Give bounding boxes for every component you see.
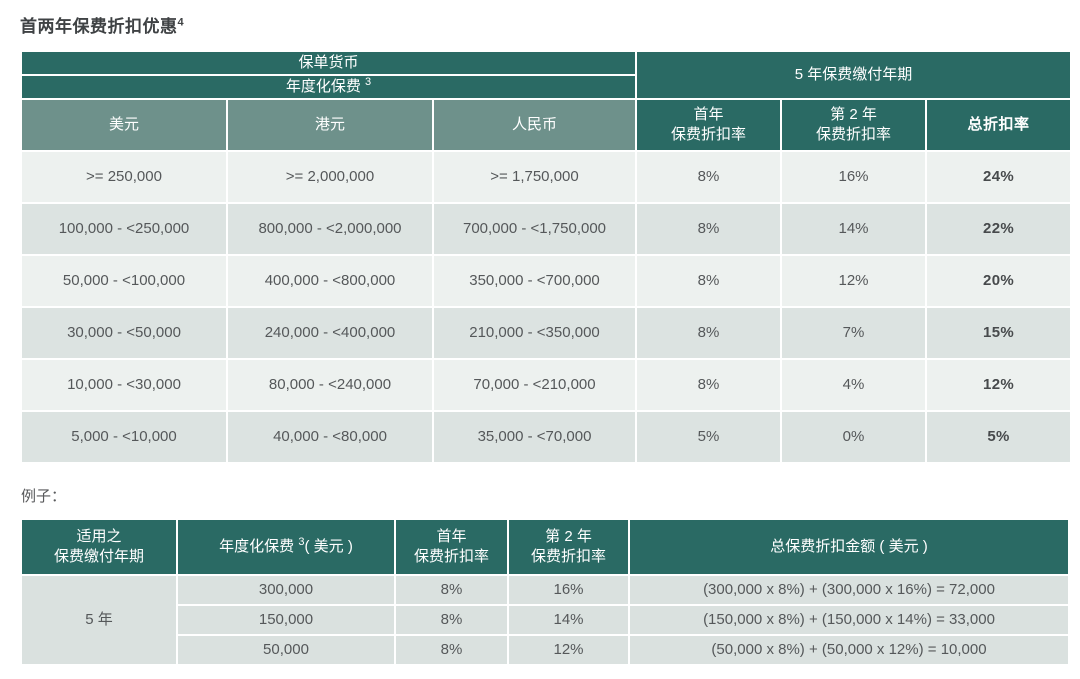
cell-hkd-range: 800,000 - <2,000,000 bbox=[228, 204, 432, 254]
page-title: 首两年保费折扣优惠4 bbox=[20, 12, 1064, 37]
cell-payment-term: 5 年 bbox=[22, 576, 176, 664]
cell-hkd-range: 80,000 - <240,000 bbox=[228, 360, 432, 410]
cell-usd-range: 100,000 - <250,000 bbox=[22, 204, 226, 254]
header-second-line1: 第 2 年 bbox=[545, 527, 592, 545]
example-table-row: 5 年 300,000 8% 16% (300,000 x 8%) + (300… bbox=[22, 576, 1068, 664]
cell-second-year-rate: 14% bbox=[509, 606, 628, 634]
header-annualized-premium: 年度化保费 3 bbox=[22, 76, 636, 98]
cell-formula: (150,000 x 8%) + (150,000 x 14%) = 33,00… bbox=[630, 606, 1068, 634]
cell-total-rate: 22% bbox=[927, 204, 1071, 254]
header-annualized-premium-usd: 年度化保费 3( 美元 ) bbox=[178, 520, 394, 574]
example-label: 例子： bbox=[21, 488, 67, 505]
header-policy-currency: 保单货币 bbox=[22, 52, 636, 74]
header-total-discount-amount: 总保费折扣金额 ( 美元 ) bbox=[630, 520, 1068, 574]
cell-first-year-rate: 8% bbox=[396, 576, 507, 604]
cell-rmb-range: 70,000 - <210,000 bbox=[434, 360, 636, 410]
discount-table-row: 100,000 - <250,000 800,000 - <2,000,000 … bbox=[22, 204, 1071, 254]
discount-table-row: >= 250,000 >= 2,000,000 >= 1,750,000 8% … bbox=[22, 152, 1071, 202]
header-first-year-line2: 保费折扣率 bbox=[671, 126, 747, 143]
cell-second-year-rate: 12% bbox=[509, 636, 628, 664]
cell-total-rate: 5% bbox=[927, 412, 1071, 462]
cell-total-rate: 20% bbox=[927, 256, 1071, 306]
example-table: 适用之保费缴付年期 年度化保费 3( 美元 ) 首年保费折扣率 第 2 年保费折… bbox=[20, 518, 1070, 666]
cell-second-year-rate: 16% bbox=[782, 152, 926, 202]
discount-table-row: 50,000 - <100,000 400,000 - <800,000 350… bbox=[22, 256, 1071, 306]
header-first-year-rate: 首年 保费折扣率 bbox=[396, 520, 507, 574]
cell-second-year-rate: 12% bbox=[782, 256, 926, 306]
cell-total-rate: 12% bbox=[927, 360, 1071, 410]
cell-usd-range: 30,000 - <50,000 bbox=[22, 308, 226, 358]
header-second-year-line1: 第 2 年 bbox=[830, 105, 877, 123]
cell-rmb-range: 35,000 - <70,000 bbox=[434, 412, 636, 462]
discount-table-row: 30,000 - <50,000 240,000 - <400,000 210,… bbox=[22, 308, 1071, 358]
cell-total-rate: 15% bbox=[927, 308, 1071, 358]
cell-hkd-range: 240,000 - <400,000 bbox=[228, 308, 432, 358]
cell-rmb-range: 350,000 - <700,000 bbox=[434, 256, 636, 306]
header-first-line1: 首年 bbox=[436, 527, 467, 545]
header-term-line1: 适用之 bbox=[76, 527, 122, 545]
cell-first-year-rate: 8% bbox=[637, 360, 781, 410]
header-first-year-line1: 首年 bbox=[693, 105, 724, 123]
cell-rmb-range: >= 1,750,000 bbox=[434, 152, 636, 202]
cell-hkd-range: 400,000 - <800,000 bbox=[228, 256, 432, 306]
cell-formula: (300,000 x 8%) + (300,000 x 16%) = 72,00… bbox=[630, 576, 1068, 604]
cell-second-year-rate: 14% bbox=[782, 204, 926, 254]
cell-first-year-rate: 8% bbox=[396, 636, 507, 664]
cell-first-year-rate: 8% bbox=[637, 256, 781, 306]
header-first-line2: 保费折扣率 bbox=[413, 548, 489, 565]
header-second-line2: 保费折扣率 bbox=[530, 548, 606, 565]
example-table-row: 50,000 8% 12% (50,000 x 8%) + (50,000 x … bbox=[22, 636, 1068, 664]
cell-first-year-rate: 5% bbox=[637, 412, 781, 462]
cell-usd-range: 10,000 - <30,000 bbox=[22, 360, 226, 410]
header-premium-text: 年度化保费 bbox=[219, 537, 295, 555]
cell-second-year-rate: 7% bbox=[782, 308, 926, 358]
cell-first-year-rate: 8% bbox=[396, 606, 507, 634]
header-applicable-term: 适用之 保费缴付年期 bbox=[22, 520, 176, 574]
header-premium-suffix: ( 美元 ) bbox=[304, 537, 353, 555]
header-first-year-rate: 首年 保费折扣率 bbox=[637, 100, 781, 150]
header-total-rate: 总折扣率 bbox=[927, 100, 1071, 150]
header-payment-term: 5 年保费缴付年期 bbox=[637, 52, 1071, 98]
cell-total-rate: 24% bbox=[927, 152, 1071, 202]
example-table-row: 150,000 8% 14% (150,000 x 8%) + (150,000… bbox=[22, 606, 1068, 634]
header-second-year-rate: 第 2 年保费折扣率 bbox=[509, 520, 628, 574]
header-hkd: 港元 bbox=[228, 100, 432, 150]
cell-formula: (50,000 x 8%) + (50,000 x 12%) = 10,000 bbox=[630, 636, 1068, 664]
page-title-footnote-sup: 4 bbox=[177, 16, 185, 29]
discount-table-row: 5,000 - <10,000 40,000 - <80,000 35,000 … bbox=[22, 412, 1071, 462]
page-title-text: 首两年保费折扣优惠 bbox=[20, 17, 178, 36]
discount-table-row: 10,000 - <30,000 80,000 - <240,000 70,00… bbox=[22, 360, 1071, 410]
cell-usd-range: 5,000 - <10,000 bbox=[22, 412, 226, 462]
cell-second-year-rate: 16% bbox=[509, 576, 628, 604]
cell-premium: 300,000 bbox=[178, 576, 394, 604]
cell-first-year-rate: 8% bbox=[637, 308, 781, 358]
header-annualized-premium-sup: 3 bbox=[365, 76, 372, 88]
header-rmb: 人民币 bbox=[434, 100, 636, 150]
header-usd: 美元 bbox=[22, 100, 226, 150]
cell-first-year-rate: 8% bbox=[637, 204, 781, 254]
cell-hkd-range: 40,000 - <80,000 bbox=[228, 412, 432, 462]
header-second-year-line2: 保费折扣率 bbox=[816, 126, 892, 143]
header-premium-sup: 3 bbox=[298, 535, 305, 548]
cell-premium: 150,000 bbox=[178, 606, 394, 634]
header-annualized-premium-text: 年度化保费 bbox=[285, 77, 361, 95]
cell-second-year-rate: 0% bbox=[782, 412, 926, 462]
header-term-line2: 保费缴付年期 bbox=[53, 548, 144, 565]
cell-rmb-range: 210,000 - <350,000 bbox=[434, 308, 636, 358]
cell-rmb-range: 700,000 - <1,750,000 bbox=[434, 204, 636, 254]
cell-premium: 50,000 bbox=[178, 636, 394, 664]
cell-second-year-rate: 4% bbox=[782, 360, 926, 410]
first-two-years-discount-table: 保单货币 5 年保费缴付年期 年度化保费 3 美元 港元 人民币 首年保费折扣率… bbox=[20, 50, 1072, 464]
cell-usd-range: >= 250,000 bbox=[22, 152, 226, 202]
header-second-year-rate: 第 2 年保费折扣率 bbox=[782, 100, 926, 150]
cell-first-year-rate: 8% bbox=[637, 152, 781, 202]
cell-usd-range: 50,000 - <100,000 bbox=[22, 256, 226, 306]
cell-hkd-range: >= 2,000,000 bbox=[228, 152, 432, 202]
